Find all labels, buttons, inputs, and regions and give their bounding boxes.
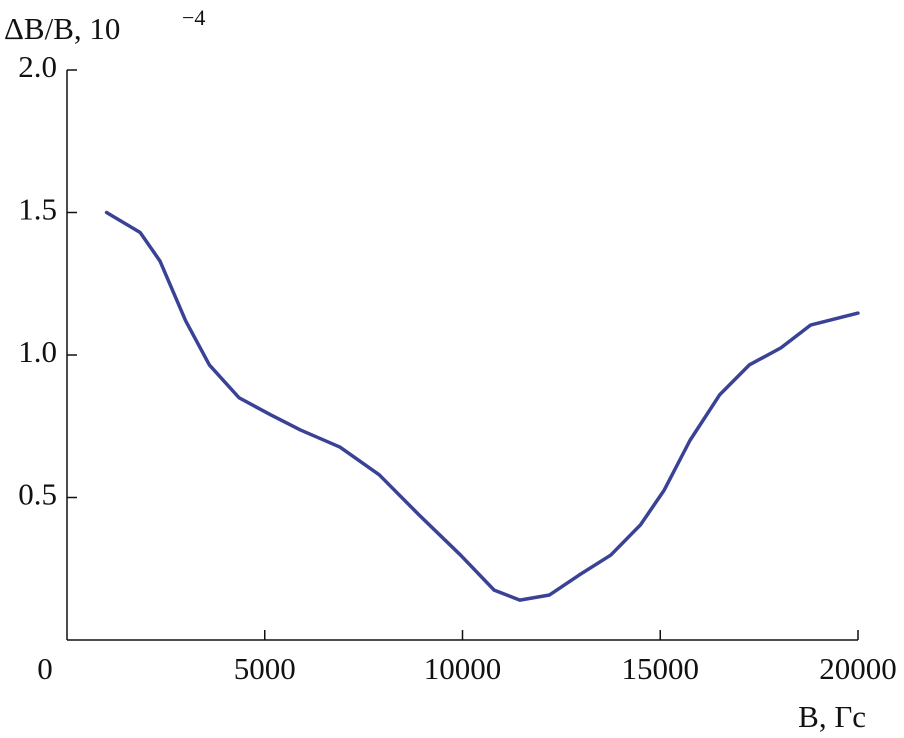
y-tick-label: 1.0 (18, 334, 57, 369)
y-axis-label: ΔB/B, 10 (4, 11, 120, 46)
x-tick-label: 15000 (622, 651, 700, 686)
y-tick-label: 1.5 (18, 192, 57, 227)
x-tick-label: 5000 (234, 651, 296, 686)
y-tick-label: 0.5 (18, 477, 57, 512)
y-tick-label: 2.0 (18, 49, 57, 84)
x-tick-label: 0 (37, 651, 53, 686)
x-tick-label: 20000 (819, 651, 897, 686)
x-axis-label: B, Гс (798, 699, 866, 734)
y-axis-label-exponent: −4 (182, 5, 205, 30)
x-tick-label: 10000 (424, 651, 502, 686)
data-line (104, 210, 860, 602)
